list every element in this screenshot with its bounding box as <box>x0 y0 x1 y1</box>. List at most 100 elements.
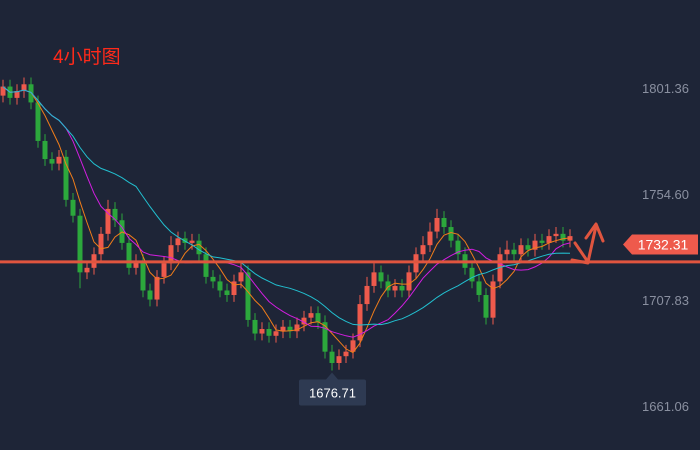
candle <box>287 319 293 339</box>
candle-body <box>441 217 447 228</box>
low-marker-pointer <box>326 372 338 380</box>
candle <box>378 265 384 289</box>
candle <box>14 84 20 105</box>
candle-body <box>364 285 370 305</box>
candle <box>231 274 237 302</box>
candle <box>392 279 398 298</box>
y-tick-label: 1661.06 <box>642 399 689 414</box>
candle-body <box>336 356 342 363</box>
candle-body <box>469 267 475 282</box>
arrow-down-icon <box>570 241 590 265</box>
candle-body <box>483 295 489 318</box>
candle <box>308 306 314 325</box>
candle-body <box>406 272 412 291</box>
candle <box>532 233 538 257</box>
candle <box>294 317 300 339</box>
candle <box>315 306 321 330</box>
candle <box>322 315 328 359</box>
candle <box>448 220 454 248</box>
y-tick-label: 1754.60 <box>642 187 689 202</box>
candle <box>546 229 552 250</box>
candle-body <box>259 329 265 334</box>
candle-body <box>161 263 167 277</box>
candle-body <box>399 285 405 291</box>
candle-body <box>308 313 314 318</box>
candle-body <box>448 227 454 241</box>
candle-body <box>455 240 461 255</box>
candles <box>0 77 573 371</box>
candle-body <box>560 233 566 241</box>
candle <box>21 77 27 98</box>
candle <box>504 240 510 262</box>
current-price-tag-shape <box>623 234 698 255</box>
candle <box>280 319 286 339</box>
current-price-label: 1732.31 <box>638 236 689 252</box>
low-marker-box <box>299 379 366 406</box>
candle-body <box>21 84 27 92</box>
candle <box>210 270 216 289</box>
candle <box>63 150 69 207</box>
candle-body <box>133 261 139 268</box>
candle <box>364 276 370 311</box>
candle-body <box>539 240 545 243</box>
hand-drawn-arrows <box>570 222 605 265</box>
candle-body <box>42 140 48 160</box>
candle <box>266 322 272 343</box>
candle-body <box>525 245 531 250</box>
candle-body <box>329 351 335 363</box>
candle <box>133 254 139 275</box>
candle-body <box>126 242 132 268</box>
candle-body <box>147 290 153 300</box>
candle-body <box>273 331 279 336</box>
candle <box>343 344 349 363</box>
candle-body <box>392 285 398 291</box>
candle-body <box>14 91 20 98</box>
candle-body <box>28 84 34 103</box>
candle <box>42 134 48 166</box>
candle-body <box>476 281 482 296</box>
candle <box>455 233 461 262</box>
y-tick-label: 1707.83 <box>642 293 689 308</box>
candle <box>371 263 377 293</box>
candle <box>189 233 195 250</box>
candle-body <box>343 351 349 357</box>
candle <box>28 77 34 110</box>
candle-body <box>175 238 181 246</box>
candle <box>539 233 545 250</box>
candle-body <box>287 326 293 332</box>
candle <box>385 274 391 298</box>
candle-body <box>217 281 223 291</box>
candle-body <box>315 313 321 323</box>
candle <box>175 231 181 252</box>
candle <box>476 274 482 302</box>
candle <box>0 79 6 103</box>
candle <box>56 150 62 171</box>
candle-body <box>0 86 6 96</box>
candle-body <box>77 215 83 273</box>
candle <box>511 242 517 262</box>
candle-body <box>322 322 328 352</box>
candle <box>126 236 132 275</box>
current-price-tag: 1732.31 <box>623 234 698 255</box>
candle <box>434 208 440 239</box>
low-marker: 1676.71 <box>299 372 366 406</box>
candle-body <box>252 319 258 334</box>
candle-body <box>140 261 146 291</box>
candle <box>406 265 412 298</box>
candle-body <box>196 240 202 255</box>
candle-body <box>245 272 251 320</box>
candle-body <box>49 159 55 164</box>
arrow-up-icon <box>584 222 605 264</box>
candle-body <box>280 326 286 332</box>
low-marker-label: 1676.71 <box>309 385 356 400</box>
candle <box>49 152 55 171</box>
candle-body <box>518 245 524 255</box>
y-tick-label: 1801.36 <box>642 81 689 96</box>
candle <box>70 193 76 223</box>
candle <box>336 349 342 370</box>
candle-body <box>301 317 307 325</box>
chart-title: 4小时图 <box>53 47 121 68</box>
candle <box>490 274 496 325</box>
